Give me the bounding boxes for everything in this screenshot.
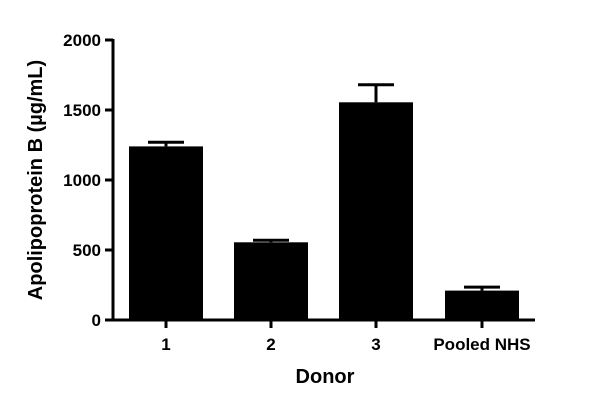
bar (445, 290, 519, 320)
x-tick-label: 2 (266, 335, 275, 354)
y-axis: 0 500 1000 1500 2000 (63, 31, 115, 330)
x-tick-label: Pooled NHS (433, 335, 530, 354)
y-tick-label: 1500 (63, 101, 101, 120)
bar (339, 102, 413, 320)
y-tick-label: 500 (73, 241, 101, 260)
x-axis: 1 2 3 Pooled NHS (111, 318, 535, 354)
y-tick-label: 2000 (63, 31, 101, 50)
bar (129, 146, 203, 320)
bar (234, 242, 308, 320)
error-bars (148, 83, 500, 291)
y-axis-title: Apolipoprotein B (µg/mL) (25, 60, 47, 300)
bars (129, 102, 519, 320)
x-axis-title: Donor (296, 366, 355, 388)
x-tick-label: 3 (371, 335, 380, 354)
y-tick-label: 1000 (63, 171, 101, 190)
x-tick-label: 1 (161, 335, 170, 354)
y-tick-label: 0 (92, 311, 101, 330)
